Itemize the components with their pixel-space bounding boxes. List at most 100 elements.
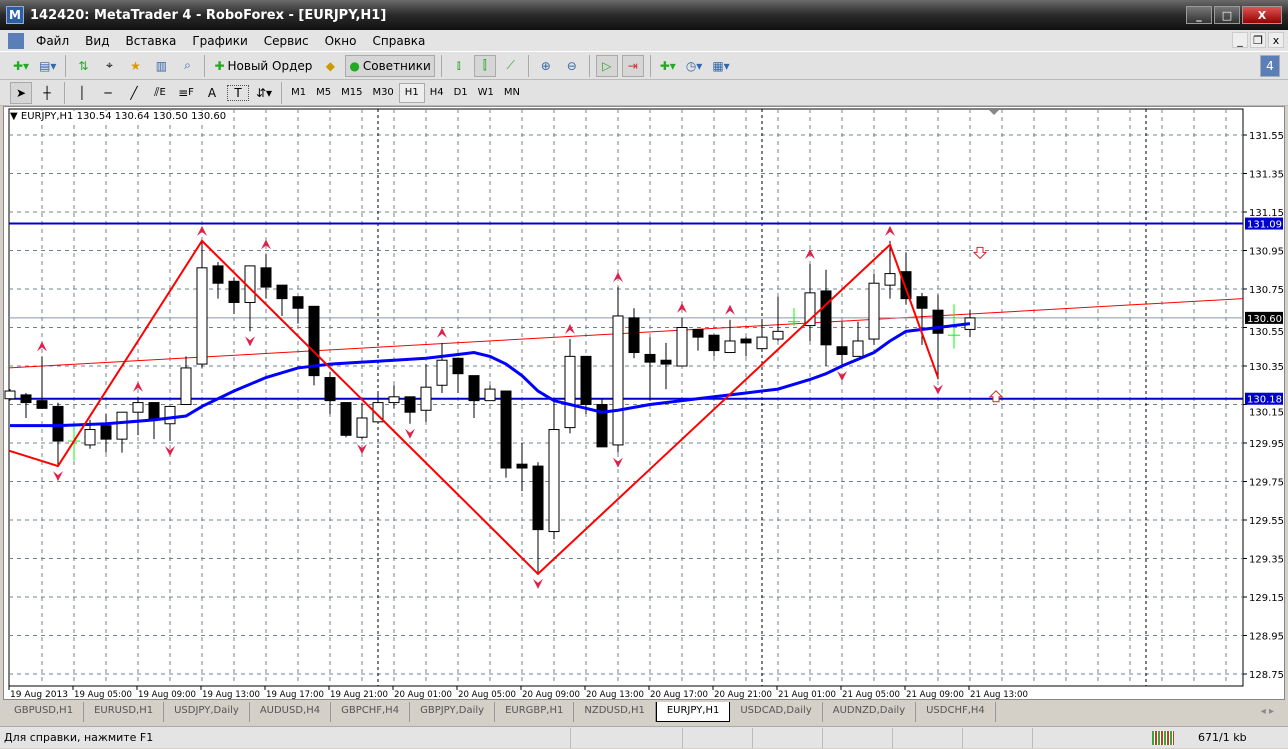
close-button[interactable]: X bbox=[1242, 6, 1282, 24]
terminal-icon[interactable]: ▥ bbox=[155, 58, 168, 73]
chart-tab[interactable]: NZDUSD,H1 bbox=[574, 702, 656, 722]
chart-menu-triangle-icon[interactable]: ▼ bbox=[10, 111, 18, 122]
timeframe-mn[interactable]: MN bbox=[503, 87, 520, 98]
candle bbox=[900, 252, 912, 305]
menu-view[interactable]: Вид bbox=[85, 33, 110, 48]
x-tick-label: 20 Aug 17:00 bbox=[650, 690, 708, 700]
fractal-up-icon bbox=[565, 324, 575, 335]
menu-window[interactable]: Окно bbox=[324, 33, 357, 48]
profiles-icon[interactable]: ▤▾ bbox=[39, 58, 57, 73]
title-bar: M 142420: MetaTrader 4 - RoboForex - [EU… bbox=[0, 0, 1288, 30]
chart-tab[interactable]: USDJPY,Daily bbox=[164, 702, 250, 722]
timeframe-d1[interactable]: D1 bbox=[453, 87, 468, 98]
navigator-icon[interactable]: ★ bbox=[130, 58, 141, 73]
y-tick-label: 130.95 bbox=[1249, 247, 1284, 258]
chart-tab[interactable]: GBPUSD,H1 bbox=[4, 702, 85, 722]
fractal-up-icon bbox=[261, 239, 271, 250]
candle-body bbox=[916, 296, 928, 309]
templates-icon[interactable]: ▦▾ bbox=[712, 58, 730, 73]
equidistant-channel-icon[interactable]: ⫽ E bbox=[154, 85, 166, 99]
chart-tab[interactable]: GBPCHF,H4 bbox=[331, 702, 411, 722]
timeframe-h1[interactable]: H1 bbox=[398, 82, 425, 103]
candle bbox=[516, 443, 528, 492]
menu-file[interactable]: Файл bbox=[36, 33, 70, 48]
chart-tab[interactable]: GBPJPY,Daily bbox=[410, 702, 496, 722]
menu-help[interactable]: Справка bbox=[372, 33, 426, 48]
child-restore-button[interactable]: ❐ bbox=[1250, 32, 1266, 48]
new-order-icon: ✚ bbox=[214, 58, 225, 73]
timeframe-w1[interactable]: W1 bbox=[477, 87, 494, 98]
timeframe-m15[interactable]: M15 bbox=[341, 87, 363, 98]
candle-body bbox=[308, 305, 320, 377]
strategy-tester-icon[interactable]: ⌕ bbox=[184, 58, 191, 72]
chart-window[interactable]: 131.55 131.35 131.15 130.95 130.75 130.55 130.… bbox=[3, 106, 1285, 700]
candle bbox=[756, 321, 768, 350]
menu-insert[interactable]: Вставка bbox=[125, 33, 177, 48]
chart-tab[interactable]: AUDNZD,Daily bbox=[823, 702, 917, 722]
chart-tab[interactable]: USDCHF,H4 bbox=[916, 702, 996, 722]
cursor-icon[interactable]: ➤ bbox=[10, 81, 32, 104]
candle-body bbox=[804, 292, 816, 327]
notifications-button[interactable]: 4 bbox=[1260, 55, 1280, 77]
candle bbox=[788, 308, 800, 326]
menu-tools[interactable]: Сервис bbox=[263, 33, 309, 48]
candle bbox=[420, 364, 432, 422]
candle bbox=[724, 319, 736, 354]
line-chart-icon[interactable]: ⟋ bbox=[506, 58, 515, 72]
minimize-button[interactable]: _ bbox=[1186, 6, 1212, 24]
child-close-button[interactable]: x bbox=[1268, 32, 1284, 48]
alert-icon[interactable]: ◆ bbox=[325, 58, 336, 73]
chart-tab[interactable]: USDCAD,Daily bbox=[730, 702, 823, 722]
fibonacci-icon[interactable]: ≡ F bbox=[178, 85, 194, 100]
candle bbox=[340, 402, 352, 438]
zoom-in-icon[interactable]: ⊕ bbox=[540, 58, 551, 73]
plot-area bbox=[8, 108, 1244, 687]
fractal-up-icon bbox=[805, 248, 815, 259]
experts-button[interactable]: ● Советники bbox=[345, 54, 435, 77]
periods-icon[interactable]: ◷▾ bbox=[685, 58, 703, 73]
arrows-icon[interactable]: ⇵▾ bbox=[256, 85, 273, 100]
candle bbox=[36, 356, 48, 409]
candle bbox=[612, 287, 624, 453]
timeframe-m5[interactable]: M5 bbox=[316, 87, 332, 98]
chart-tab[interactable]: AUDUSD,H4 bbox=[250, 702, 332, 722]
chart-tab[interactable]: EURGBP,H1 bbox=[495, 702, 575, 722]
chart-tab[interactable]: EURUSD,H1 bbox=[84, 702, 165, 722]
child-minimize-button[interactable]: _ bbox=[1232, 32, 1248, 48]
fractal-up-icon bbox=[885, 225, 895, 236]
vertical-line-icon[interactable]: │ bbox=[78, 85, 86, 100]
data-window-icon[interactable]: ⌖ bbox=[106, 58, 113, 72]
x-tick-label: 19 Aug 21:00 bbox=[330, 690, 388, 700]
new-chart-icon[interactable]: ✚▾ bbox=[13, 58, 30, 73]
candle-body bbox=[324, 377, 336, 402]
zoom-out-icon[interactable]: ⊖ bbox=[566, 58, 577, 73]
timeframe-m30[interactable]: M30 bbox=[372, 87, 394, 98]
chart-shift-icon[interactable]: ⇥ bbox=[621, 54, 644, 77]
candle-body bbox=[260, 267, 272, 288]
chart-window-icon[interactable] bbox=[8, 32, 24, 49]
horizontal-line-icon[interactable]: ─ bbox=[104, 85, 112, 100]
timeframe-h4[interactable]: H4 bbox=[429, 87, 444, 98]
candlestick-chart-icon[interactable]: ⫿ bbox=[473, 54, 496, 77]
candle-body bbox=[4, 390, 16, 400]
y-tick-label: 129.95 bbox=[1249, 439, 1284, 450]
bar-chart-icon[interactable]: ⫾ bbox=[456, 58, 461, 72]
tabs-scroll[interactable]: ◂ ▸ bbox=[1260, 706, 1274, 717]
menu-charts[interactable]: Графики bbox=[192, 33, 248, 48]
level-price-tag bbox=[1245, 392, 1283, 405]
maximize-button[interactable]: □ bbox=[1214, 6, 1240, 24]
indicators-icon[interactable]: ✚▾ bbox=[659, 58, 676, 73]
current-price-label: 130.60 bbox=[1247, 314, 1282, 325]
market-watch-icon[interactable]: ⇅ bbox=[78, 58, 89, 73]
timeframe-m1[interactable]: M1 bbox=[291, 87, 307, 98]
candle bbox=[324, 371, 336, 415]
trendline-icon[interactable]: ╱ bbox=[130, 85, 138, 100]
text-label-tool[interactable]: T bbox=[227, 84, 249, 101]
crosshair-icon[interactable]: ┼ bbox=[43, 85, 51, 100]
text-tool[interactable]: A bbox=[207, 85, 217, 100]
chart-tab[interactable]: EURJPY,H1 bbox=[655, 702, 731, 722]
new-order-button[interactable]: ✚ Новый Ордер bbox=[214, 58, 313, 73]
auto-scroll-icon[interactable]: ▷ bbox=[595, 54, 618, 77]
fractal-up-icon bbox=[37, 341, 47, 352]
